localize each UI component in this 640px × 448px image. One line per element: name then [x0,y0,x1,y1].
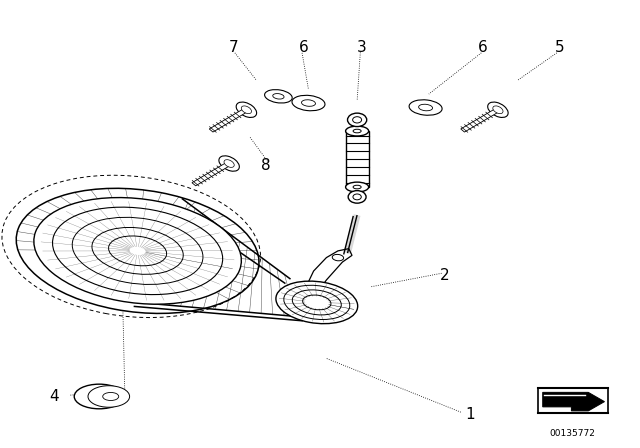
Ellipse shape [353,129,361,133]
Ellipse shape [109,236,166,266]
Ellipse shape [92,228,183,274]
Text: 5: 5 [555,39,565,55]
Ellipse shape [88,386,130,407]
Polygon shape [209,108,248,132]
Polygon shape [461,108,500,132]
Text: 4: 4 [49,389,60,404]
Text: 1: 1 [465,407,476,422]
Ellipse shape [409,100,442,115]
Ellipse shape [353,185,361,189]
Ellipse shape [236,102,257,117]
Ellipse shape [419,104,433,111]
Ellipse shape [301,100,316,106]
Ellipse shape [493,106,503,114]
Polygon shape [543,392,605,411]
Ellipse shape [102,392,119,401]
Ellipse shape [284,285,350,319]
Ellipse shape [292,95,325,111]
Polygon shape [192,162,231,186]
Text: 6: 6 [478,39,488,55]
Ellipse shape [241,106,252,114]
Text: 8: 8 [260,158,271,173]
Ellipse shape [74,384,124,409]
Ellipse shape [348,191,366,203]
Ellipse shape [224,159,234,168]
Ellipse shape [276,281,358,324]
Ellipse shape [353,194,362,200]
Ellipse shape [292,290,341,315]
Ellipse shape [346,182,369,192]
Ellipse shape [52,207,223,295]
Ellipse shape [219,156,239,171]
Bar [538,388,608,413]
Ellipse shape [353,116,362,123]
Ellipse shape [332,254,344,261]
Text: 6: 6 [299,39,309,55]
Ellipse shape [348,113,367,127]
Text: 7: 7 [228,39,239,55]
Text: 2: 2 [440,268,450,283]
Text: 00135772: 00135772 [550,429,596,438]
Ellipse shape [346,126,369,136]
FancyBboxPatch shape [346,131,369,187]
Text: 3: 3 [356,39,367,55]
Ellipse shape [264,90,292,103]
Ellipse shape [72,217,203,284]
Ellipse shape [303,295,331,310]
Polygon shape [307,249,352,292]
Ellipse shape [34,198,241,304]
Ellipse shape [273,94,284,99]
Ellipse shape [488,102,508,117]
